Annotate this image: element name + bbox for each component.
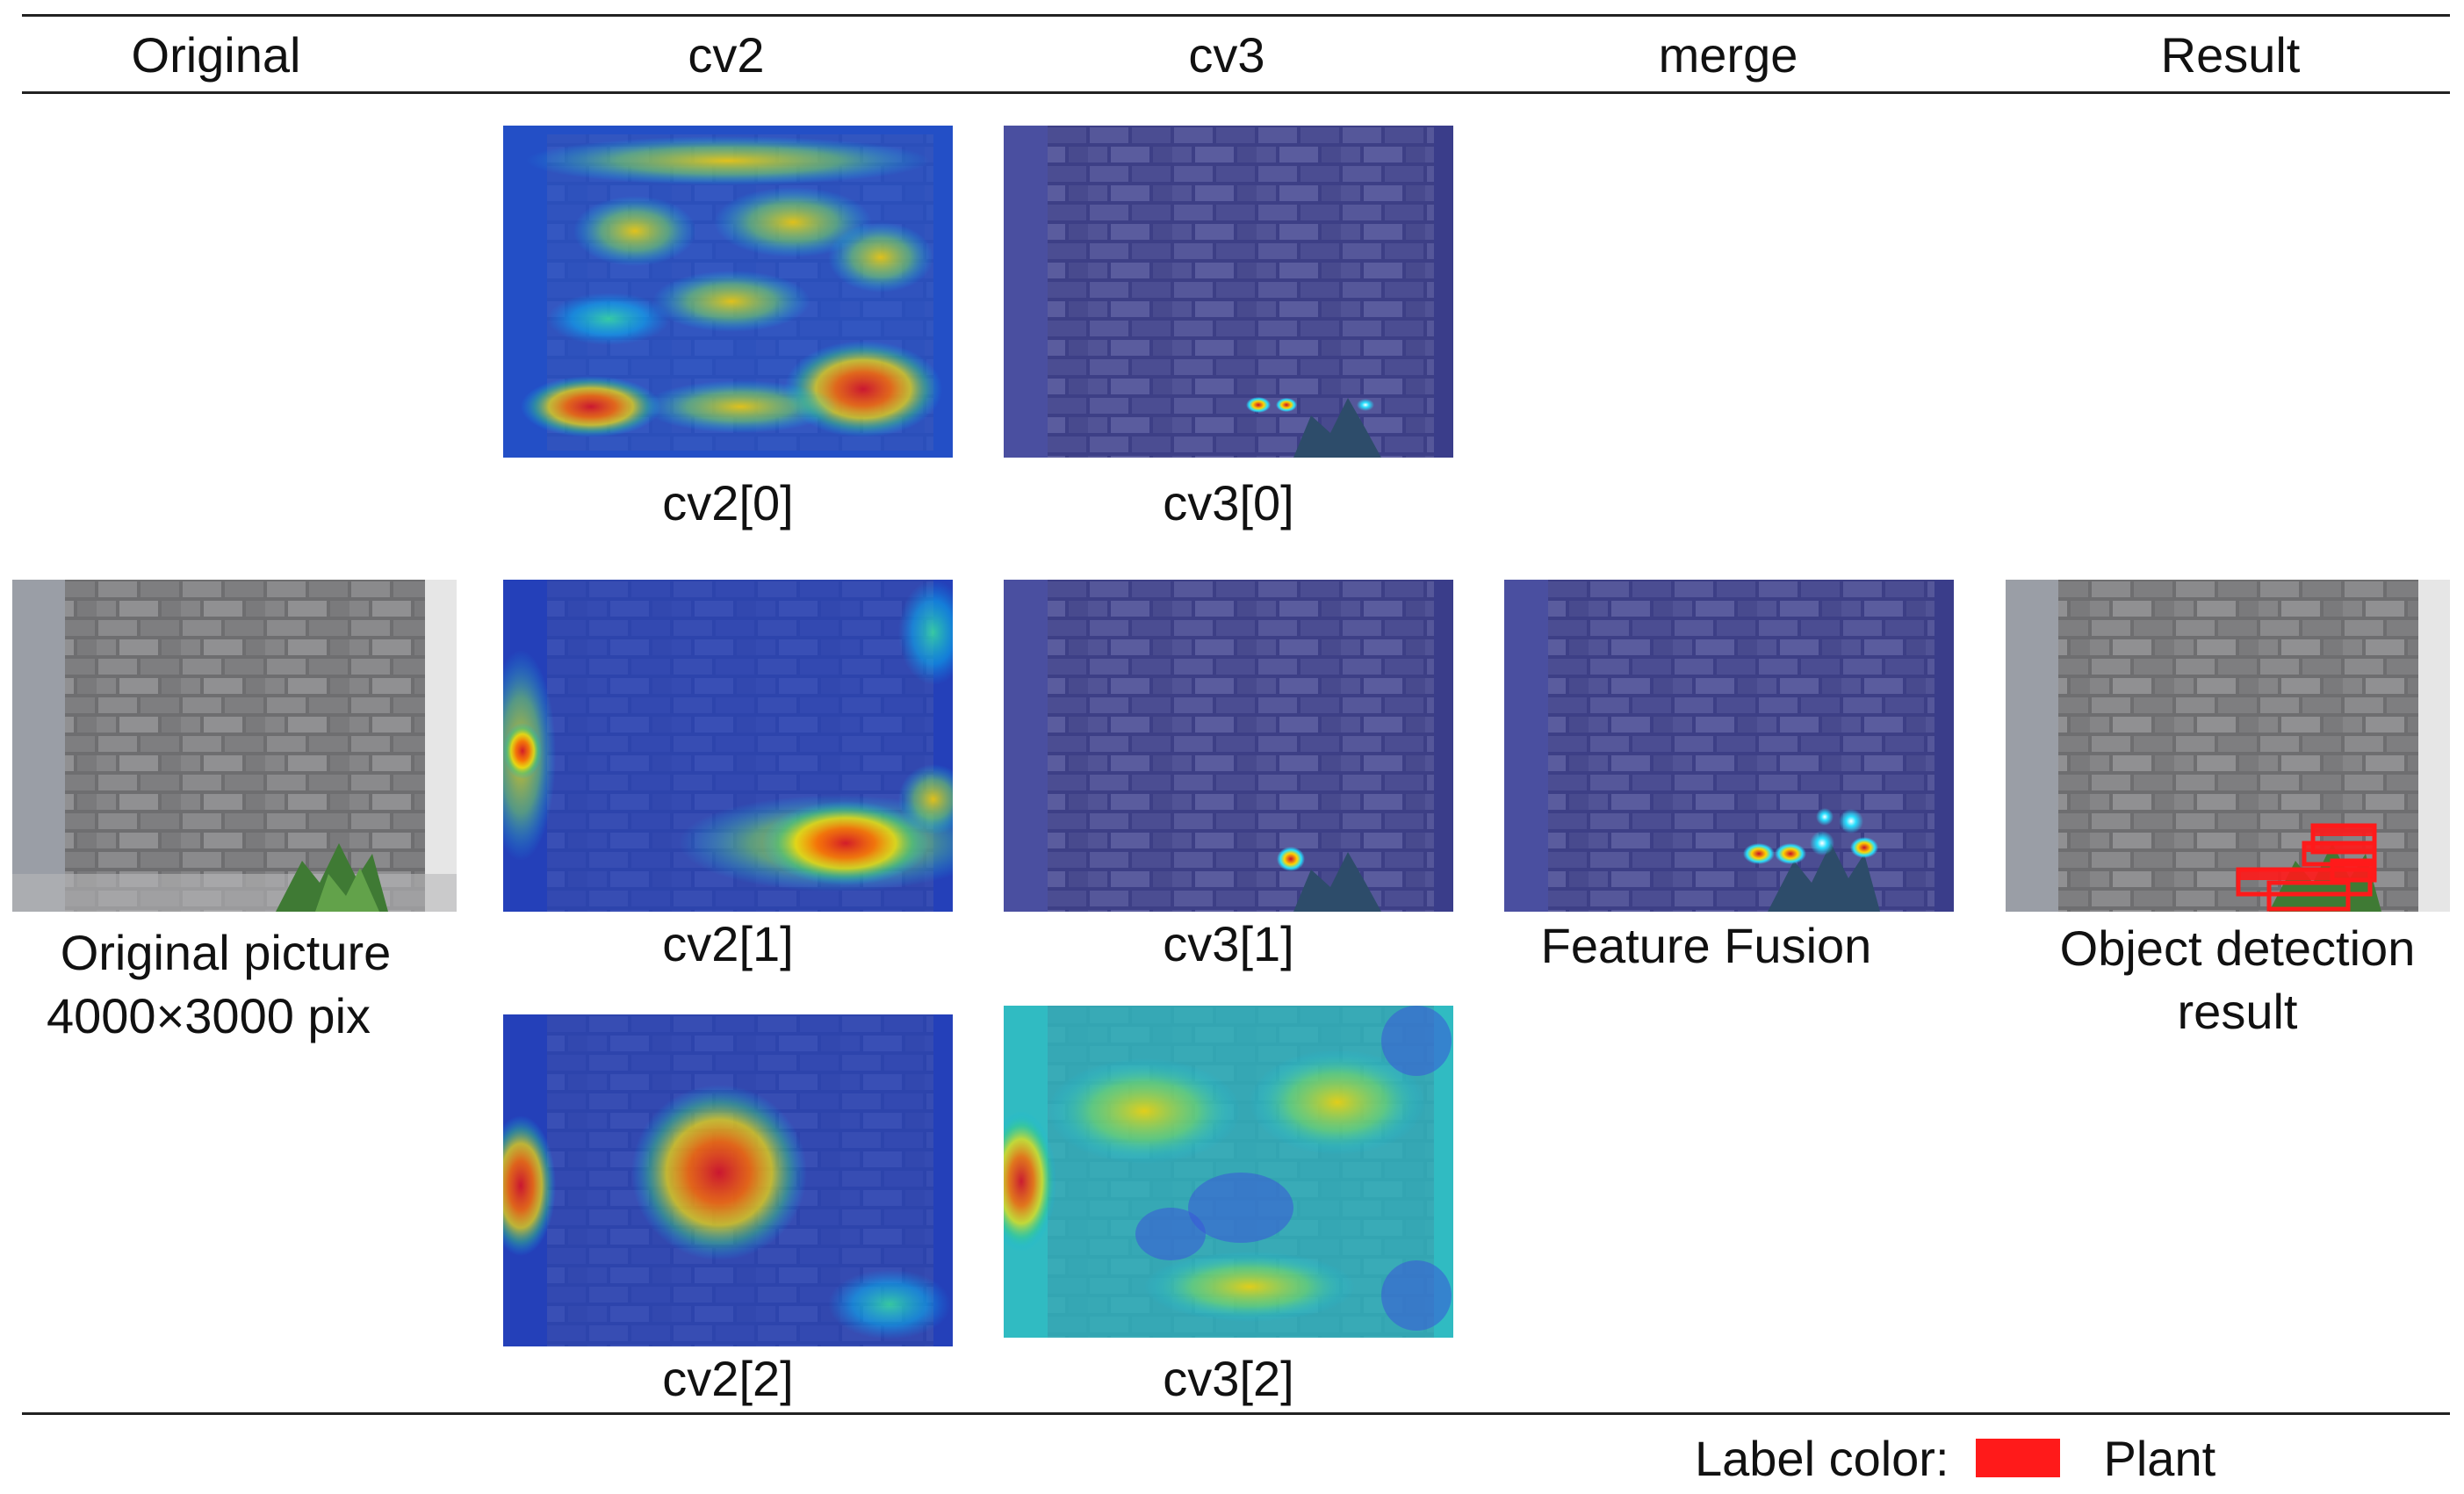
caption-cv2-0: cv2[0] (662, 475, 794, 530)
caption-cv3-1: cv3[1] (1163, 916, 1294, 971)
caption-cv2-2: cv2[2] (662, 1351, 794, 1406)
top-rule (22, 14, 2450, 17)
caption-original-line1: Original picture (60, 925, 392, 980)
bottom-rule (22, 1412, 2450, 1415)
label-color-legend: Label color: Plant (1695, 1427, 2215, 1489)
detection-result-photo (2006, 580, 2450, 912)
original-photo (12, 580, 457, 912)
caption-cv3-0: cv3[0] (1163, 475, 1294, 530)
heatmap-cv3-2 (1004, 1006, 1453, 1338)
legend-label-plant: Plant (2103, 1430, 2216, 1486)
caption-cv3-2: cv3[2] (1163, 1351, 1294, 1406)
legend-swatch-plant (1975, 1439, 2060, 1477)
caption-original-line2: 4000×3000 pix (47, 988, 371, 1043)
column-header-cv2: cv2 (688, 27, 765, 83)
legend-prefix: Label color: (1695, 1430, 1949, 1486)
column-header-result: Result (2160, 27, 2301, 83)
caption-result-line1: Object detection (2059, 920, 2416, 976)
heatmap-cv3-1 (1004, 580, 1453, 912)
caption-merge: Feature Fusion (1540, 918, 1872, 973)
heatmap-cv2-2 (503, 1014, 953, 1346)
heatmap-cv3-0 (1004, 126, 1453, 458)
heatmap-merge (1504, 580, 1954, 912)
caption-result-line2: result (2177, 984, 2298, 1039)
column-header-original: Original (131, 27, 301, 83)
header-rule (22, 91, 2450, 94)
heatmap-cv2-0 (503, 126, 953, 458)
caption-cv2-1: cv2[1] (662, 916, 794, 971)
column-header-merge: merge (1658, 27, 1798, 83)
column-header-cv3: cv3 (1188, 27, 1265, 83)
heatmap-cv2-1 (503, 580, 953, 912)
